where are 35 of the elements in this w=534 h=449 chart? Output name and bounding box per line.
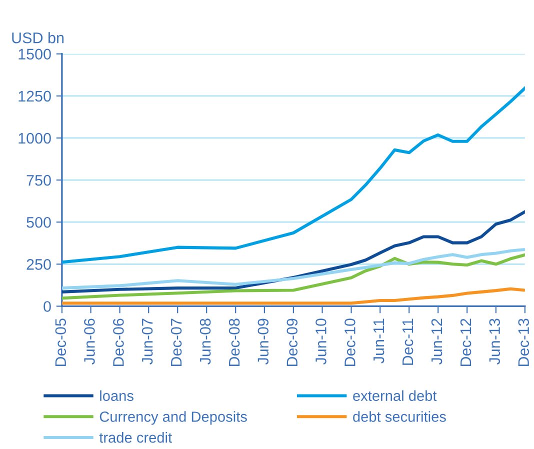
x-tick-label: Jun-12 bbox=[431, 318, 442, 364]
x-tick-label: Dec-07 bbox=[170, 318, 182, 366]
x-tick-label: Dec-13 bbox=[518, 318, 530, 366]
legend-label: loans bbox=[100, 390, 134, 401]
x-tick-label: Jun-09 bbox=[258, 318, 269, 364]
y-tick-label: 1000 bbox=[18, 132, 51, 144]
x-tick-label: Jun-13 bbox=[489, 318, 500, 364]
legend-label: debt securities bbox=[353, 411, 446, 422]
x-tick-label: Jun-06 bbox=[84, 318, 95, 364]
x-tick-label: Jun-07 bbox=[142, 318, 153, 364]
y-tick-label: 1500 bbox=[18, 48, 51, 60]
x-tick-label: Dec-09 bbox=[286, 318, 298, 366]
x-tick-label: Jun-08 bbox=[200, 318, 211, 364]
legend-label: Currency and Deposits bbox=[100, 411, 247, 425]
legend-label: external debt bbox=[353, 390, 437, 401]
x-tick-label: Dec-08 bbox=[228, 318, 240, 366]
x-tick-label: Jun-10 bbox=[316, 318, 326, 364]
x-tick-label: Dec-10 bbox=[344, 318, 356, 366]
legend-label: trade credit bbox=[99, 432, 172, 443]
line-series bbox=[62, 86, 525, 264]
x-tick-label: Jun-11 bbox=[374, 318, 384, 364]
x-tick-label: Dec-12 bbox=[460, 318, 472, 366]
line-series bbox=[62, 210, 525, 294]
x-tick-label: Dec-11 bbox=[402, 318, 414, 365]
x-tick-label: Dec-06 bbox=[113, 318, 124, 366]
line-series bbox=[62, 253, 525, 300]
y-axis-title: USD bn bbox=[12, 32, 64, 44]
y-tick-label: 250 bbox=[26, 259, 51, 270]
y-tick-label: 500 bbox=[26, 216, 51, 228]
line-series bbox=[62, 287, 525, 305]
y-tick-label: 750 bbox=[26, 174, 51, 186]
y-tick-label: 1250 bbox=[18, 90, 51, 102]
line-series bbox=[62, 248, 525, 290]
y-tick-label: 0 bbox=[44, 301, 51, 312]
x-tick-label: Dec-05 bbox=[55, 318, 66, 366]
